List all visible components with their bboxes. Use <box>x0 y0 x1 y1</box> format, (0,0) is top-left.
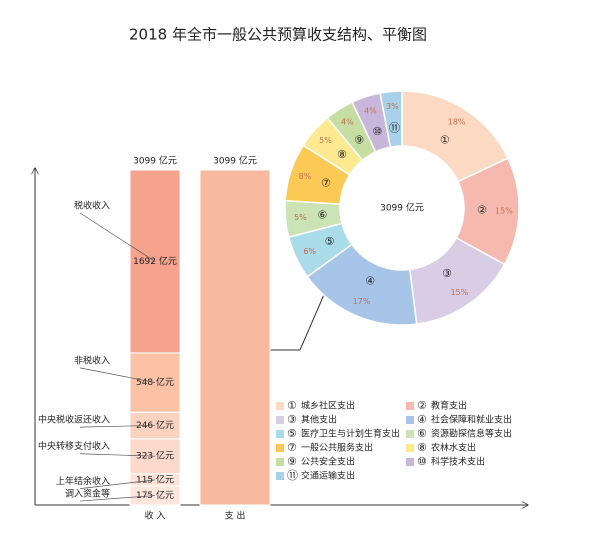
leader-line <box>79 212 156 262</box>
legend-id: ⑤ <box>287 427 297 440</box>
legend-label: 其他支出 <box>301 414 337 426</box>
legend-id: ⑦ <box>287 441 297 454</box>
slice-id: ⑤ <box>325 235 335 248</box>
slice-label: 5% <box>319 136 332 145</box>
leader-line <box>79 367 156 383</box>
slice-id: ⑪ <box>389 121 400 134</box>
legend-id: ⑨ <box>287 455 297 468</box>
legend-label: 城乡社区支出 <box>301 400 355 412</box>
slice-label: 4% <box>364 106 377 115</box>
legend-swatch <box>406 458 414 466</box>
value-label: 1692 亿元 <box>133 255 177 267</box>
slice-id: ⑦ <box>321 176 331 189</box>
leader-line <box>79 425 156 428</box>
legend-id: ③ <box>287 413 297 426</box>
slice-label: 15% <box>450 288 468 297</box>
legend-id: ⑪ <box>287 469 298 482</box>
slice-id: ③ <box>442 267 452 280</box>
segment-name: 中央转移支付收入 <box>38 440 110 452</box>
leader-line <box>79 495 156 502</box>
slice-label: 6% <box>303 247 316 256</box>
segment-name: 调入资金等 <box>65 488 110 500</box>
total-label: 3099 亿元 <box>133 155 177 167</box>
value-label: 175 亿元 <box>136 489 174 501</box>
legend-swatch <box>276 430 284 438</box>
slice-label: 8% <box>299 172 312 181</box>
legend-id: ⑥ <box>417 427 427 440</box>
legend-swatch <box>276 458 284 466</box>
legend-label: 教育支出 <box>431 400 467 412</box>
slice-label: 15% <box>495 207 513 216</box>
legend-label: 科学技术支出 <box>431 456 485 468</box>
segment-name: 中央税收返还收入 <box>38 414 110 426</box>
legend-id: ④ <box>417 413 427 426</box>
slice-id: ② <box>477 204 487 217</box>
category-label: 收 入 <box>145 510 166 522</box>
bar-segment <box>199 169 271 506</box>
legend-swatch <box>406 444 414 452</box>
value-label: 323 亿元 <box>136 450 174 462</box>
slice-id: ⑨ <box>354 133 364 146</box>
leader-line <box>79 479 156 489</box>
center-label: 3099 亿元 <box>380 202 424 214</box>
legend-label: 交通运输支出 <box>301 470 355 482</box>
legend-swatch <box>276 472 284 480</box>
legend-swatch <box>406 416 414 424</box>
segment-name: 上年结余收入 <box>56 475 110 487</box>
legend-id: ⑧ <box>417 441 427 454</box>
chart-title: 2018 年全市一般公共预算收支结构、平衡图 <box>129 26 427 44</box>
slice-id: ④ <box>365 274 375 287</box>
category-label: 支 出 <box>225 510 246 522</box>
legend-label: 资源勘探信息等支出 <box>431 428 512 440</box>
value-label: 246 亿元 <box>136 419 174 431</box>
segment-name: 税收收入 <box>74 200 110 212</box>
total-label: 3099 亿元 <box>213 155 257 167</box>
value-label: 115 亿元 <box>136 473 174 485</box>
slice-label: 4% <box>341 117 354 126</box>
legend-label: 医疗卫生与计划生育支出 <box>301 428 400 440</box>
slice-id: ⑧ <box>337 148 347 161</box>
slice-id: ⑥ <box>317 209 327 222</box>
value-label: 548 亿元 <box>136 376 174 388</box>
donut-slice <box>379 90 403 148</box>
legend-label: 一般公共服务支出 <box>301 442 373 454</box>
slice-label: 17% <box>353 297 371 306</box>
leader-line <box>79 453 156 457</box>
slice-id: ⑩ <box>372 125 382 138</box>
legend-swatch <box>276 416 284 424</box>
legend-swatch <box>276 444 284 452</box>
legend-label: 社会保障和就业支出 <box>431 414 512 426</box>
legend-id: ⑩ <box>417 455 427 468</box>
slice-label: 3% <box>386 102 399 111</box>
slice-id: ① <box>440 133 450 146</box>
legend-id: ① <box>287 399 297 412</box>
legend-label: 农林水支出 <box>431 442 476 454</box>
slice-label: 5% <box>294 213 307 222</box>
legend-label: 公共安全支出 <box>301 456 355 468</box>
legend-swatch <box>406 430 414 438</box>
legend-swatch <box>406 402 414 410</box>
legend-swatch <box>276 402 284 410</box>
slice-label: 18% <box>448 117 466 126</box>
legend-id: ② <box>417 399 427 412</box>
segment-name: 非税收入 <box>74 354 110 366</box>
